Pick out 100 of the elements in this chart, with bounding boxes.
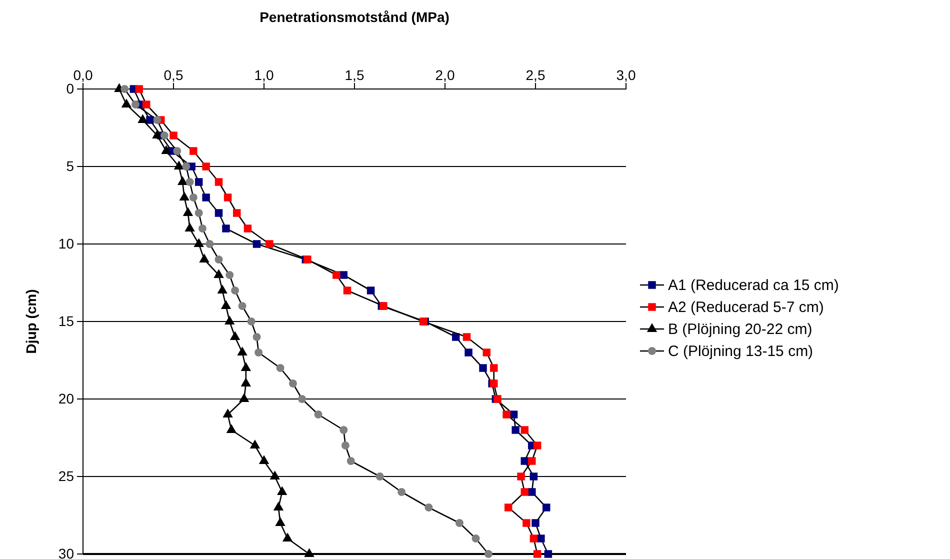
point [512, 426, 520, 434]
point [160, 132, 168, 140]
legend-label: B (Plöjning 20-22 cm) [668, 321, 812, 338]
point [174, 160, 184, 170]
point [273, 502, 284, 510]
point [250, 440, 260, 448]
point [182, 207, 194, 216]
point [530, 472, 538, 480]
point [479, 364, 487, 372]
point [222, 224, 230, 232]
point [398, 488, 406, 496]
legend-label: A2 (Reducerad 5-7 cm) [668, 299, 824, 316]
point [424, 504, 433, 512]
point [376, 472, 384, 480]
x-axis-title: Penetrationsmotstånd (MPa) [260, 9, 450, 25]
point [238, 393, 250, 402]
point [152, 130, 162, 138]
point [217, 284, 228, 294]
point [173, 147, 182, 155]
point [520, 457, 529, 465]
point [520, 488, 529, 496]
point [170, 132, 178, 140]
point [182, 162, 190, 170]
y-tick-label: 30 [58, 545, 74, 559]
point [237, 346, 248, 356]
point [161, 145, 172, 154]
point [153, 116, 162, 124]
x-tick-label: 2,5 [526, 67, 546, 83]
point [490, 364, 498, 372]
point [202, 194, 210, 202]
point [179, 192, 190, 200]
point [502, 410, 510, 418]
point [452, 333, 460, 341]
point [528, 457, 536, 465]
point [258, 455, 270, 464]
point [244, 224, 252, 232]
point [341, 442, 350, 450]
point [530, 534, 538, 542]
point [198, 224, 206, 232]
point [532, 519, 540, 527]
point [522, 519, 530, 527]
point [214, 269, 224, 278]
point [346, 457, 355, 465]
point [510, 410, 518, 418]
y-tick-label: 20 [58, 390, 74, 406]
point [194, 238, 204, 247]
x-tick-label: 1,0 [254, 67, 274, 83]
point [340, 271, 348, 279]
point [224, 316, 235, 324]
point [298, 395, 306, 403]
point [220, 300, 232, 309]
point [276, 364, 284, 372]
legend-label: A1 (Reducerad ca 15 cm) [668, 277, 839, 294]
point [462, 333, 471, 341]
x-tick-label: 0,0 [73, 67, 93, 83]
point [472, 534, 480, 542]
point [214, 256, 223, 264]
point [537, 534, 545, 542]
point [332, 271, 340, 279]
point [194, 209, 203, 217]
point [544, 550, 552, 558]
point [528, 488, 536, 496]
point [252, 333, 261, 341]
y-tick-label: 25 [58, 468, 74, 484]
y-axis-title: Djup (cm) [23, 289, 39, 354]
point [340, 426, 348, 434]
y-tick-label: 5 [66, 158, 74, 174]
point [304, 548, 314, 557]
point [542, 504, 550, 512]
point [214, 178, 223, 186]
point [266, 240, 274, 248]
point [222, 408, 233, 418]
point [314, 410, 322, 418]
point [252, 240, 261, 248]
point [277, 486, 288, 495]
point [238, 302, 246, 310]
point [240, 378, 251, 386]
point [275, 517, 286, 526]
point [120, 85, 129, 93]
x-tick-label: 1,5 [344, 67, 364, 83]
point [132, 100, 140, 108]
point [202, 162, 210, 170]
point [270, 470, 280, 480]
point [194, 178, 203, 186]
point [247, 318, 256, 326]
point [254, 348, 263, 356]
point [214, 209, 223, 217]
y-tick-label: 15 [58, 312, 74, 329]
point [199, 254, 210, 262]
point [533, 442, 542, 450]
point [533, 550, 542, 558]
point [121, 98, 132, 108]
point [240, 362, 251, 371]
x-tick-label: 3,0 [616, 67, 636, 83]
point [504, 504, 512, 512]
y-tick-label: 0 [66, 80, 74, 96]
point [189, 194, 198, 202]
x-tick-label: 2,0 [435, 67, 455, 83]
point [135, 85, 143, 93]
point [517, 472, 525, 480]
